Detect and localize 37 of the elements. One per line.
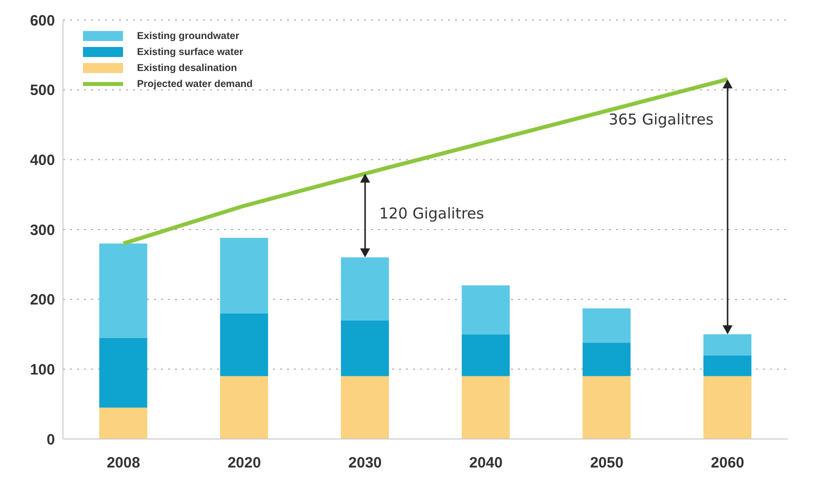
bar xyxy=(582,342,631,376)
bar xyxy=(99,408,148,439)
bar xyxy=(462,334,510,376)
y-tick-label: 200 xyxy=(30,292,55,309)
x-tick-label: 2030 xyxy=(348,454,382,472)
bar xyxy=(703,355,752,376)
bar xyxy=(99,243,148,338)
y-tick-label: 600 xyxy=(30,12,55,30)
bar xyxy=(340,257,389,320)
bar xyxy=(582,308,631,343)
bar xyxy=(462,376,510,439)
y-tick-label: 0 xyxy=(46,431,55,448)
x-tick-label: 2020 xyxy=(228,454,261,472)
bar xyxy=(703,334,752,356)
bar xyxy=(462,285,510,334)
y-tick-label: 400 xyxy=(30,152,55,169)
bar xyxy=(99,338,148,408)
bar xyxy=(220,376,268,439)
y-tick-label: 100 xyxy=(30,361,55,378)
x-tick-label: 2040 xyxy=(469,454,503,472)
legend-label: Existing groundwater xyxy=(137,30,240,42)
bar xyxy=(703,376,752,439)
bar xyxy=(340,320,389,376)
y-tick-label: 500 xyxy=(30,82,55,100)
legend-label: Existing desalination xyxy=(137,62,238,74)
bar xyxy=(220,238,268,314)
annotation: 365 Gigalitres xyxy=(608,110,714,128)
bar xyxy=(582,376,631,439)
x-tick-label: 2008 xyxy=(106,454,140,472)
bar xyxy=(340,376,389,439)
x-tick-label: 2060 xyxy=(710,454,744,472)
annotation: 120 Gigalitres xyxy=(379,204,484,223)
legend-label: Existing surface water xyxy=(137,46,244,58)
legend-label: Projected water demand xyxy=(137,78,253,90)
x-tick-label: 2050 xyxy=(590,454,624,472)
bar xyxy=(220,313,268,376)
y-tick-label: 300 xyxy=(30,222,55,239)
